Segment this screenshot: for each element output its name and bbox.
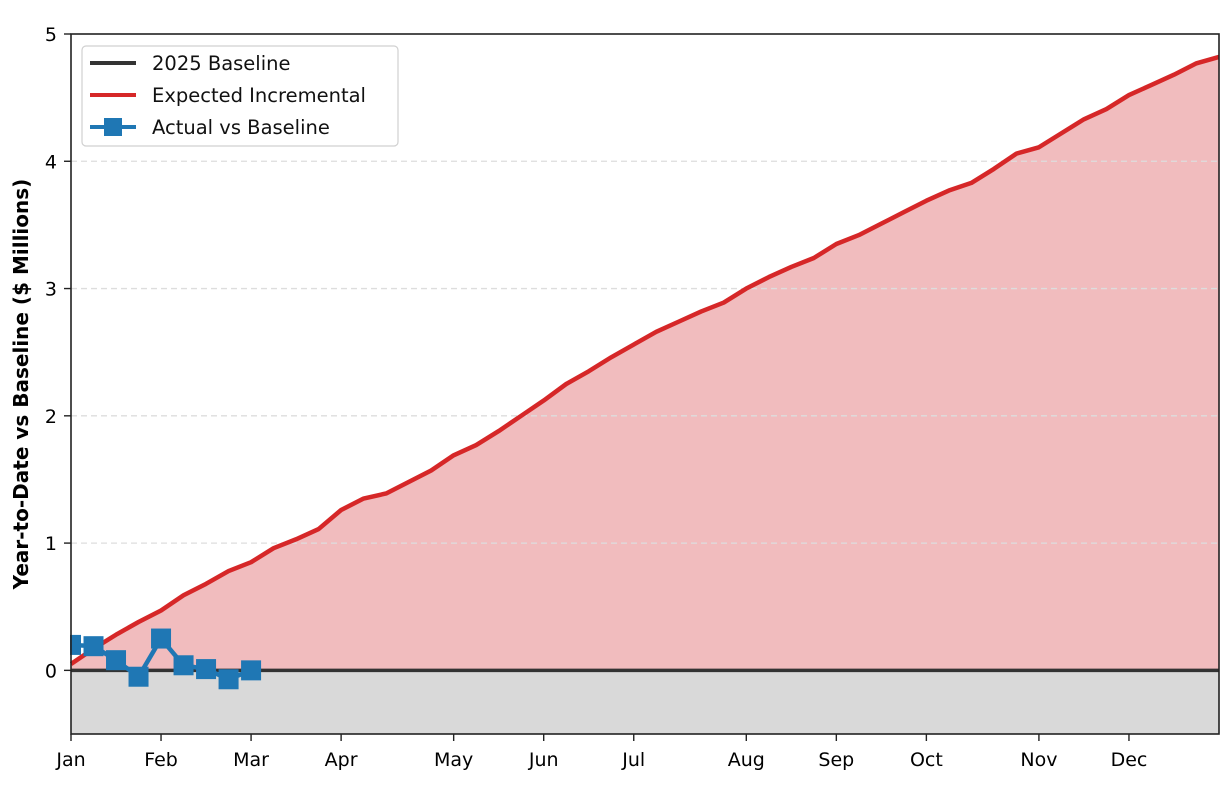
data-point-marker [196,659,217,680]
data-point-marker [128,666,149,687]
x-tick-label: Jan [55,749,85,771]
y-tick-label: 2 [45,406,57,428]
x-tick-label: Mar [233,749,269,771]
legend-frame [81,45,399,147]
data-point-marker [218,669,239,690]
below-baseline-fill [71,670,1219,734]
area-fills [71,56,1219,734]
x-tick-label: Nov [1020,749,1057,771]
legend-label-expected: Expected Incremental [152,84,366,107]
plot-frame [70,33,1220,735]
axes: 0 1 2 3 4 5 Jan Feb Mar Apr May Jun Jul Aug Sep Oct Nov D… [0,24,1220,771]
x-tick-label: May [434,749,473,771]
y-tick-label: 4 [45,151,57,173]
expected-incremental-line [69,54,1220,666]
data-point-marker [241,660,262,681]
data-point-marker [151,628,172,649]
x-tick-label: Jun [528,749,559,771]
left-margin [0,34,70,736]
legend: 2025 Baseline Expected Incremental Actua… [81,45,399,147]
data-point-marker [173,655,194,676]
y-tick-label: 0 [45,660,57,682]
x-tick-label: Oct [910,749,943,771]
y-gridlines [71,160,1219,544]
y-axis-label: Year-to-Date vs Baseline ($ Millions) [9,179,33,591]
data-point-marker [83,636,104,657]
x-tick-label: Jul [621,749,645,771]
x-tick-label: Aug [728,749,765,771]
y-tick-label: 5 [45,24,57,46]
expected-incremental-fill [71,56,1219,671]
x-tick-label: Apr [325,749,358,771]
x-tick-label: Feb [144,749,178,771]
x-tick-label: Sep [818,749,854,771]
legend-label-actual: Actual vs Baseline [152,116,330,139]
square-marker-icon [104,118,122,136]
x-tick-label: Dec [1111,749,1148,771]
y-tick-label: 1 [45,533,57,555]
data-point-marker [106,650,127,671]
data-series [61,54,1220,690]
legend-label-baseline: 2025 Baseline [152,52,291,75]
y-tick-label: 3 [45,279,57,301]
